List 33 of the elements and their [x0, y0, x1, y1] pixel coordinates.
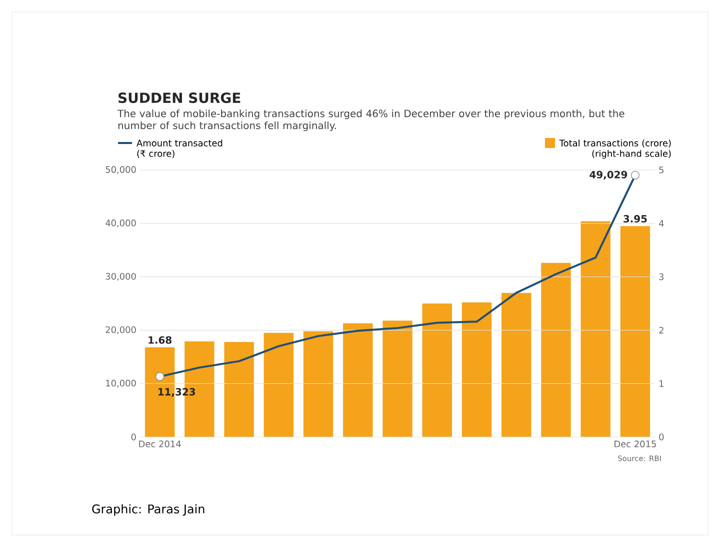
y-tick-label: 40,000: [106, 220, 136, 228]
bar: [343, 323, 373, 437]
y2-tick-label: 2: [659, 326, 664, 334]
y-tick-label: 30,000: [106, 272, 136, 281]
y-tick-label: 0: [131, 434, 136, 440]
bar: [620, 226, 650, 437]
y-tick-label: 50,000: [106, 166, 136, 174]
bar: [580, 221, 610, 437]
x-tick-label: Dec 2014: [139, 440, 181, 448]
y2-tick-label: 1: [660, 380, 664, 387]
chart-title: SUDDEN SURGE: [118, 92, 240, 104]
bar: [264, 332, 294, 437]
text: Graphic: Paras Jain: [92, 504, 204, 516]
bar: [422, 304, 452, 437]
data-label: 49,029: [590, 170, 628, 180]
y2-tick-label: 0: [659, 434, 664, 440]
data-label: 1.68: [148, 336, 172, 344]
y2-tick-label: 3: [659, 273, 664, 280]
y2-tick-label: 4: [658, 220, 664, 227]
bar: [303, 331, 334, 437]
y-tick-label: 10,000: [106, 380, 136, 388]
chart-subtitle: The value of mobile-banking transactions surged 46% in December over the previous month, but the number of such transactions fell marginally.: [117, 110, 624, 132]
legend-label: Amount transacted (₹ crore): [136, 140, 222, 158]
y2-tick-label: 5: [659, 166, 664, 174]
x-tick-label: Dec 2015: [614, 440, 656, 448]
bar: [541, 262, 571, 437]
y-tick-label: 20,000: [106, 326, 136, 334]
data-label: 3.95: [624, 215, 647, 223]
bar: [382, 320, 412, 437]
bar: [462, 302, 492, 437]
bar: [501, 292, 532, 437]
legend-label: Total transactions (crore) (right-hand scale): [559, 140, 671, 159]
bar: [224, 342, 254, 437]
